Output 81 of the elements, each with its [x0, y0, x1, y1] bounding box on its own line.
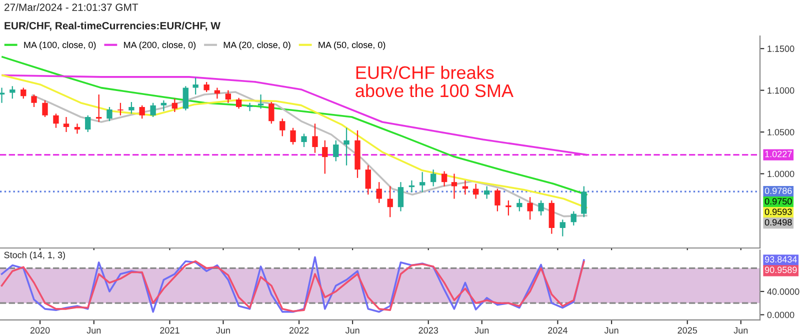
candlestick [527, 196, 533, 220]
candlestick [441, 170, 448, 187]
candlestick [462, 180, 468, 196]
x-tick-label: 2020 [30, 327, 50, 334]
candlestick [268, 101, 274, 124]
candlestick [560, 219, 566, 237]
candlestick [301, 133, 307, 148]
text: 0.9498 [764, 219, 792, 226]
candlestick [290, 127, 296, 146]
candlestick [225, 90, 232, 104]
candlestick [494, 188, 500, 212]
text: 0.9593 [764, 208, 792, 216]
x-tick-label: 2025 [678, 327, 698, 334]
candlestick [365, 164, 371, 196]
y-tick-label: 1.1000 [768, 87, 794, 94]
candlestick [106, 106, 112, 122]
x-tick-label: Jun [604, 327, 618, 334]
candlestick [484, 186, 490, 200]
candlestick [53, 113, 59, 128]
candlestick [398, 182, 404, 212]
candlestick [204, 81, 210, 93]
candlestick [387, 186, 393, 218]
candlestick [85, 114, 91, 133]
candlestick [10, 86, 16, 100]
candlestick [581, 186, 587, 218]
legend-label: MA (100, close, 0) [24, 41, 96, 50]
candlestick [333, 140, 339, 162]
x-tick-label: 2024 [548, 327, 568, 334]
text: 93.8434 [764, 256, 797, 263]
candlestick [322, 140, 328, 174]
text: 0.9750 [764, 198, 792, 205]
ref-line-label: 1.0227 [765, 150, 792, 158]
legend-label: MA (200, close, 0) [124, 41, 196, 50]
candlestick [182, 86, 188, 111]
chart-title: Stoch (14, 1, 3) [4, 252, 65, 260]
x-tick-label: Jun [345, 327, 360, 334]
candlestick [20, 87, 26, 100]
candlestick [160, 100, 167, 112]
ref-line-label: 0.9786 [764, 188, 792, 194]
candlestick [236, 97, 242, 110]
candlestick [128, 101, 134, 114]
candlestick [63, 116, 70, 133]
candlestick [280, 118, 286, 137]
candlestick [451, 173, 458, 200]
chart-subtitle: EUR/CHF, Real-timeCurrencies:EUR/CHF, W [4, 22, 220, 31]
x-tick-label: 2022 [289, 327, 309, 334]
candlestick [506, 200, 512, 216]
candlestick [31, 94, 37, 108]
candlestick [430, 169, 436, 187]
legend-label: MA (50, close, 0) [318, 41, 386, 50]
candlestick [139, 104, 145, 120]
candlestick [258, 94, 264, 110]
candlestick [172, 98, 178, 113]
y-tick-label: 40.0000 [767, 288, 800, 295]
text: 90.9589 [764, 266, 797, 274]
y-tick-label: 1.1500 [768, 46, 794, 52]
candlestick [570, 210, 576, 226]
x-tick-label: Jun [734, 327, 748, 334]
chart-title: 27/Mar/2024 - 21:01:37 GMT [4, 3, 138, 11]
y-tick-label: 1.0000 [768, 170, 794, 178]
x-tick-label: Jun [474, 327, 489, 334]
y-tick-label: 1.0500 [768, 128, 794, 136]
y-tick-label: 0.0000 [767, 312, 794, 318]
legend-label: MA (20, close, 0) [224, 41, 290, 50]
candlestick [376, 182, 382, 204]
x-tick-label: 2023 [418, 327, 438, 334]
x-tick-label: Jun [216, 327, 230, 334]
candlestick [74, 123, 80, 134]
candlestick [150, 102, 156, 118]
candlestick [516, 198, 522, 212]
candlestick [538, 200, 544, 216]
candlestick [473, 183, 479, 200]
x-tick-label: Jun [86, 327, 101, 334]
candlestick [42, 100, 48, 118]
candlestick [192, 77, 198, 96]
annotation: EUR/CHF breaks above the 100 SMA [356, 66, 514, 98]
candlestick [118, 102, 124, 116]
candlestick [420, 172, 426, 193]
x-tick-label: 2021 [160, 327, 180, 334]
candlestick [312, 123, 318, 154]
candlestick [344, 127, 350, 166]
